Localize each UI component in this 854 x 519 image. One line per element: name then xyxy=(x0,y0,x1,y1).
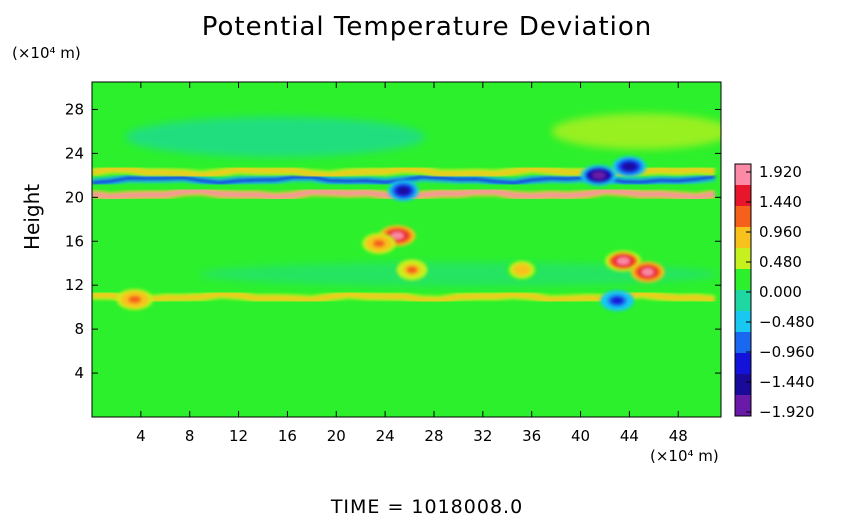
field-feature xyxy=(630,261,665,283)
colorbar-swatch xyxy=(735,248,751,270)
x-tick-label: 20 xyxy=(327,427,346,445)
field-feature xyxy=(116,288,153,310)
x-tick-label: 8 xyxy=(185,427,195,445)
colorbar-swatch xyxy=(735,311,751,333)
colorbar-swatch xyxy=(735,290,751,312)
field-feature xyxy=(506,259,538,281)
colorbar-swatch xyxy=(735,395,751,417)
x-tick-label: 40 xyxy=(571,427,590,445)
y-axis-unit: (×10⁴ m) xyxy=(12,44,81,62)
x-tick-label: 4 xyxy=(136,427,146,445)
x-tick-label: 48 xyxy=(669,427,688,445)
colorbar-swatch xyxy=(735,206,751,228)
field-feature xyxy=(396,259,428,281)
colorbar-swatch xyxy=(735,332,751,354)
x-tick-label: 36 xyxy=(522,427,541,445)
y-tick-label: 20 xyxy=(65,188,84,206)
x-tick-label: 24 xyxy=(376,427,395,445)
field-feature xyxy=(580,164,618,186)
y-tick-label: 24 xyxy=(65,144,84,162)
colorbar-label: 0.000 xyxy=(759,283,802,301)
field-feature xyxy=(605,250,642,272)
x-axis-unit: (×10⁴ m) xyxy=(650,447,719,465)
heatmap-field xyxy=(92,82,721,417)
colorbar-label: −1.920 xyxy=(759,403,815,421)
field-feature xyxy=(362,232,396,254)
y-axis: 4 8 12 16 20 24 28 xyxy=(65,100,721,382)
field-feature xyxy=(388,180,419,202)
x-tick-label: 32 xyxy=(473,427,492,445)
colorbar-swatch xyxy=(735,374,751,396)
chart-title: Potential Temperature Deviation xyxy=(201,12,653,42)
field-feature xyxy=(612,156,647,178)
y-tick-label: 8 xyxy=(74,320,84,338)
colorbar-swatch xyxy=(735,164,751,186)
colorbar-label: −0.960 xyxy=(759,343,815,361)
x-tick-label: 28 xyxy=(424,427,443,445)
colorbar-frame xyxy=(734,163,752,417)
colorbar-label: 0.480 xyxy=(759,253,802,271)
field-region xyxy=(551,113,721,150)
x-tick-label: 16 xyxy=(278,427,297,445)
x-tick-label: 44 xyxy=(620,427,639,445)
y-tick-label: 16 xyxy=(65,232,84,250)
colorbar-swatch xyxy=(735,353,751,375)
time-footer: TIME = 1018008.0 xyxy=(330,496,524,518)
y-tick-label: 12 xyxy=(65,276,84,294)
x-axis: 4 8 12 16 20 24 28 32 36 40 44 48 xyxy=(136,82,688,445)
colorbar-label: 0.960 xyxy=(759,223,802,241)
plot-frame xyxy=(91,81,722,418)
colorbar-label: −1.440 xyxy=(759,373,815,391)
colorbar-swatch xyxy=(735,227,751,249)
colorbar-swatch xyxy=(735,185,751,207)
colorbar-label: 1.440 xyxy=(759,193,802,211)
colorbar: 1.920 1.440 0.960 0.480 0.000 −0.480 −0.960 −1.… xyxy=(734,163,815,421)
colorbar-label: −0.480 xyxy=(759,313,815,331)
colorbar-swatch xyxy=(735,269,751,291)
y-tick-label: 28 xyxy=(65,100,84,118)
colorbar-label: 1.920 xyxy=(759,163,802,181)
y-tick-label: 4 xyxy=(74,364,84,382)
field-region xyxy=(198,262,719,287)
field-feature xyxy=(600,290,634,312)
x-tick-label: 12 xyxy=(229,427,248,445)
field-region xyxy=(125,116,426,157)
